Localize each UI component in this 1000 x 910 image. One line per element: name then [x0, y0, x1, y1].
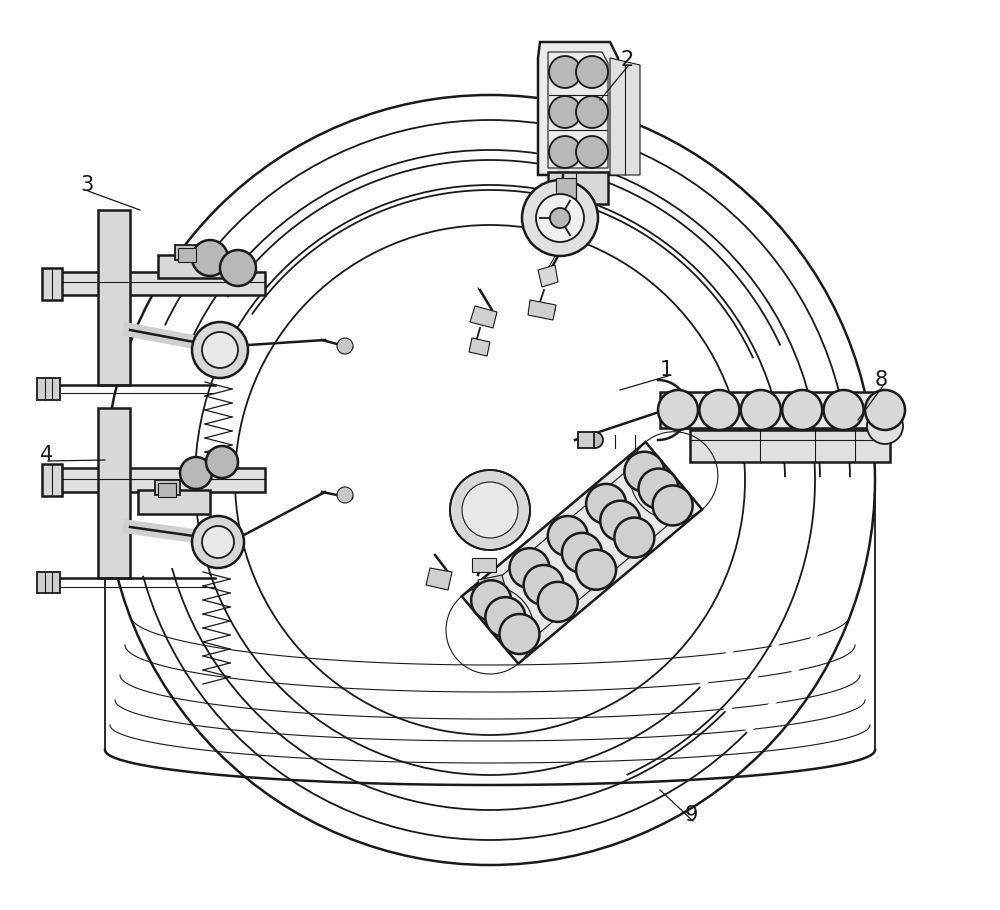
Polygon shape	[470, 306, 497, 328]
Circle shape	[550, 208, 570, 228]
Circle shape	[522, 180, 598, 256]
Circle shape	[180, 457, 212, 489]
Polygon shape	[98, 210, 130, 385]
Circle shape	[538, 581, 578, 622]
Circle shape	[192, 240, 228, 276]
Polygon shape	[610, 58, 640, 175]
Circle shape	[206, 446, 238, 478]
Polygon shape	[37, 572, 60, 593]
Polygon shape	[42, 268, 62, 300]
Polygon shape	[528, 300, 556, 320]
Bar	[178, 248, 196, 262]
Bar	[548, 172, 608, 204]
Text: 4: 4	[40, 445, 53, 465]
Circle shape	[549, 136, 581, 168]
Circle shape	[782, 390, 822, 430]
Polygon shape	[660, 392, 890, 428]
Polygon shape	[58, 468, 265, 492]
Circle shape	[192, 322, 248, 378]
Bar	[472, 558, 496, 572]
Circle shape	[576, 136, 608, 168]
Text: 2: 2	[620, 50, 633, 70]
Polygon shape	[98, 408, 130, 578]
Circle shape	[220, 250, 256, 286]
Circle shape	[337, 487, 353, 503]
Circle shape	[653, 485, 693, 525]
Circle shape	[337, 338, 353, 354]
Polygon shape	[175, 245, 200, 260]
Polygon shape	[138, 490, 210, 514]
Circle shape	[499, 614, 539, 654]
Polygon shape	[158, 255, 228, 278]
Polygon shape	[690, 430, 890, 462]
Circle shape	[824, 390, 864, 430]
Text: 9: 9	[685, 805, 698, 825]
Bar	[556, 178, 576, 198]
Text: 8: 8	[875, 370, 888, 390]
Circle shape	[576, 56, 608, 88]
Circle shape	[699, 390, 739, 430]
Bar	[578, 432, 594, 448]
Circle shape	[586, 484, 626, 524]
Circle shape	[562, 533, 602, 573]
Circle shape	[192, 516, 244, 568]
Circle shape	[600, 501, 640, 541]
Circle shape	[548, 516, 588, 556]
Circle shape	[639, 469, 679, 509]
Circle shape	[576, 550, 616, 590]
Circle shape	[658, 390, 698, 430]
Circle shape	[549, 56, 581, 88]
Text: 3: 3	[80, 175, 93, 195]
Circle shape	[202, 332, 238, 368]
Text: 1: 1	[660, 360, 673, 380]
Bar	[158, 483, 176, 497]
Polygon shape	[538, 42, 618, 175]
Circle shape	[536, 194, 584, 242]
Circle shape	[549, 96, 581, 128]
Circle shape	[624, 451, 664, 491]
Polygon shape	[478, 575, 506, 595]
Polygon shape	[37, 378, 60, 400]
Circle shape	[865, 390, 905, 430]
Circle shape	[587, 432, 603, 448]
Circle shape	[462, 482, 518, 538]
Polygon shape	[469, 338, 490, 356]
Circle shape	[524, 565, 564, 605]
Circle shape	[614, 518, 654, 558]
Circle shape	[509, 548, 549, 588]
Polygon shape	[155, 480, 180, 495]
Circle shape	[202, 526, 234, 558]
Polygon shape	[426, 568, 452, 590]
Polygon shape	[538, 265, 558, 287]
Circle shape	[576, 96, 608, 128]
Circle shape	[471, 581, 511, 621]
Polygon shape	[58, 272, 265, 295]
Circle shape	[741, 390, 781, 430]
Polygon shape	[462, 442, 702, 663]
Circle shape	[485, 597, 525, 637]
Circle shape	[450, 470, 530, 550]
Circle shape	[867, 408, 903, 444]
Polygon shape	[42, 464, 62, 496]
